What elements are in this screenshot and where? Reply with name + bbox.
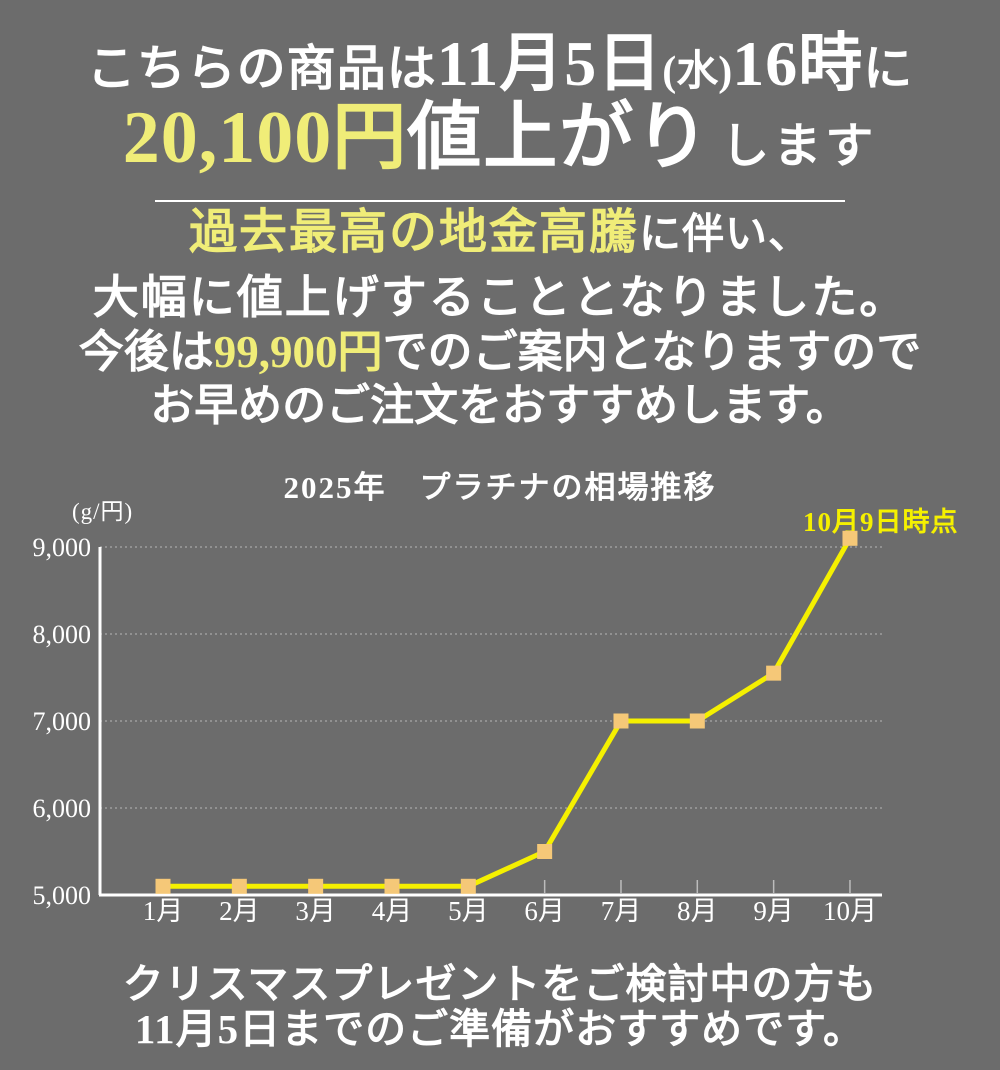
notice-line1: 過去最高の地金高騰に伴い、 — [0, 206, 1000, 271]
notice-line3-pre: 今後は — [78, 327, 214, 377]
chart-y-unit-label: (g/円) — [72, 499, 134, 524]
headline-date: 11月5日 — [436, 28, 663, 99]
data-point-marker — [537, 844, 553, 859]
headline-time: 16時 — [732, 28, 864, 99]
data-point-marker — [155, 878, 171, 894]
headline-amount: 20,100円 — [122, 97, 408, 179]
headline-suffix: します — [721, 120, 878, 173]
svg-text:7,000: 7,000 — [33, 707, 92, 736]
footer-line1: クリスマスプレゼントをご検討中の方も — [122, 961, 878, 1007]
svg-text:2月: 2月 — [219, 896, 260, 926]
headline-pre-text: こちらの商品は — [86, 41, 437, 96]
data-point-marker — [308, 878, 324, 894]
data-point-marker — [689, 713, 705, 729]
notice-line1-rest: に伴い、 — [639, 212, 812, 258]
data-point-marker — [231, 878, 247, 894]
footer-line2: 11月5日までのご準備がおすすめです。 — [134, 1006, 866, 1052]
headline-weekday: (水) — [662, 49, 733, 95]
svg-text:9月: 9月 — [753, 896, 794, 926]
notice-highlight: 過去最高の地金高騰 — [188, 206, 639, 259]
svg-text:8,000: 8,000 — [33, 620, 92, 649]
notice-line4: お早めのご注文をおすすめします。 — [150, 381, 850, 430]
headline-post-text: に — [863, 41, 914, 96]
platinum-price-line-chart: 5,000 6,000 7,000 8,000 9,000 1月 2月 3月 4月 5月 6月 7月 8… — [33, 530, 882, 926]
svg-text:6月: 6月 — [524, 896, 565, 926]
headline-line2: 20,100円値上がり します — [0, 98, 1000, 198]
data-point-marker — [384, 878, 400, 894]
notice-line2: 大幅に値上げすることとなりました。 — [92, 272, 908, 323]
notice-line3-post: でのご案内となりますので — [382, 327, 922, 377]
svg-text:7月: 7月 — [601, 896, 642, 926]
svg-text:1月: 1月 — [143, 896, 184, 926]
headline-line1: こちらの商品は11月5日(水)16時に — [0, 30, 1000, 115]
data-point-marker — [613, 713, 629, 729]
svg-text:10月: 10月 — [823, 896, 877, 926]
data-point-marker — [766, 665, 782, 681]
svg-text:3月: 3月 — [295, 896, 336, 926]
svg-text:9,000: 9,000 — [33, 533, 92, 562]
footer-note: クリスマスプレゼントをご検討中の方も 11月5日までのご準備がおすすめです。 — [0, 962, 1000, 1052]
headline-emphasis: 値上がり — [407, 97, 712, 179]
svg-text:6,000: 6,000 — [33, 794, 92, 823]
notice-new-price: 99,900円 — [213, 327, 383, 377]
divider-line — [155, 200, 845, 202]
svg-text:8月: 8月 — [677, 896, 718, 926]
svg-text:5月: 5月 — [448, 896, 489, 926]
notice-line3: 今後は99,900円でのご案内となりますので — [0, 325, 1000, 379]
data-point-marker — [460, 878, 476, 894]
svg-text:5,000: 5,000 — [33, 881, 92, 910]
svg-text:4月: 4月 — [372, 896, 413, 926]
chart-title: 2025年 プラチナの相場推移 — [283, 470, 717, 505]
notice-paragraph: 過去最高の地金高騰に伴い、 大幅に値上げすることとなりました。 今後は99,90… — [0, 206, 1000, 433]
chart-date-annotation: 10月9日時点 — [803, 507, 959, 537]
data-point-marker — [842, 530, 858, 546]
